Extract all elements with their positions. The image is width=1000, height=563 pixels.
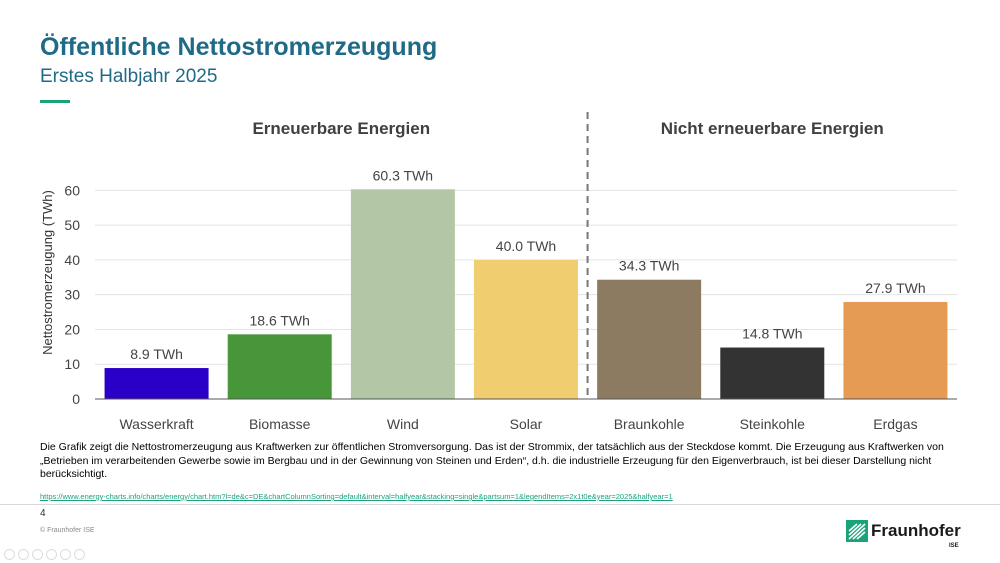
bar: [227, 334, 332, 399]
y-tick-label: 10: [64, 356, 80, 372]
fraunhofer-logo-sub: ISE: [949, 543, 959, 549]
nav-more-icon[interactable]: [74, 549, 85, 560]
bar: [597, 279, 702, 399]
y-tick-label: 30: [64, 287, 80, 303]
nav-pen-icon[interactable]: [32, 549, 43, 560]
data-label: 34.3 TWh: [619, 258, 679, 274]
bar-chart: 0 10 20 30 40 50 60 Nettostromerzeugung (TWh) 8.…: [40, 112, 957, 432]
copyright-text: © Fraunhofer ISE: [40, 527, 95, 534]
data-label: 8.9 TWh: [130, 346, 183, 362]
bar: [474, 259, 578, 399]
nav-next-icon[interactable]: [18, 549, 29, 560]
x-tick-label: Wasserkraft: [119, 416, 193, 432]
fraunhofer-logo-mark: [846, 520, 868, 542]
y-axis-label: Nettostromerzeugung (TWh): [40, 190, 55, 355]
data-label: 60.3 TWh: [373, 167, 433, 183]
fraunhofer-logo-name: Fraunhofer: [871, 521, 961, 540]
y-tick-label: 0: [72, 391, 80, 407]
nav-prev-icon[interactable]: [4, 549, 15, 560]
group-label: Erneuerbare Energien: [252, 119, 430, 138]
x-tick-label: Erdgas: [873, 416, 917, 432]
x-tick-label: Biomasse: [249, 416, 311, 432]
slide-nav-controls: [4, 549, 85, 560]
y-tick-label: 20: [64, 321, 80, 337]
data-label: 14.8 TWh: [742, 326, 802, 342]
y-tick-label: 60: [64, 182, 80, 198]
x-tick-label: Braunkohle: [614, 416, 685, 432]
page-subtitle: Erstes Halbjahr 2025: [40, 66, 218, 87]
page-title: Öffentliche Nettostromerzeugung: [40, 33, 438, 61]
bar: [843, 301, 948, 399]
page-number: 4: [40, 508, 46, 519]
nav-menu-icon[interactable]: [60, 549, 71, 560]
x-tick-label: Wind: [387, 416, 419, 432]
title-accent-bar: [40, 100, 70, 103]
bar: [350, 189, 455, 399]
group-label: Nicht erneuerbare Energien: [661, 119, 884, 138]
source-link[interactable]: https://www.energy-charts.info/charts/en…: [40, 492, 673, 501]
footer-divider: [0, 504, 1000, 505]
bar: [104, 368, 209, 399]
bar: [720, 347, 825, 399]
nav-zoom-icon[interactable]: [46, 549, 57, 560]
data-label: 40.0 TWh: [496, 238, 556, 254]
x-tick-label: Solar: [510, 416, 543, 432]
y-tick-label: 40: [64, 252, 80, 268]
data-label: 27.9 TWh: [865, 280, 925, 296]
chart-caption: Die Grafik zeigt die Nettostromerzeugung…: [40, 441, 944, 480]
y-tick-label: 50: [64, 217, 80, 233]
data-label: 18.6 TWh: [249, 312, 309, 328]
x-tick-label: Steinkohle: [740, 416, 806, 432]
fraunhofer-logo: Fraunhofer ISE: [846, 520, 966, 556]
